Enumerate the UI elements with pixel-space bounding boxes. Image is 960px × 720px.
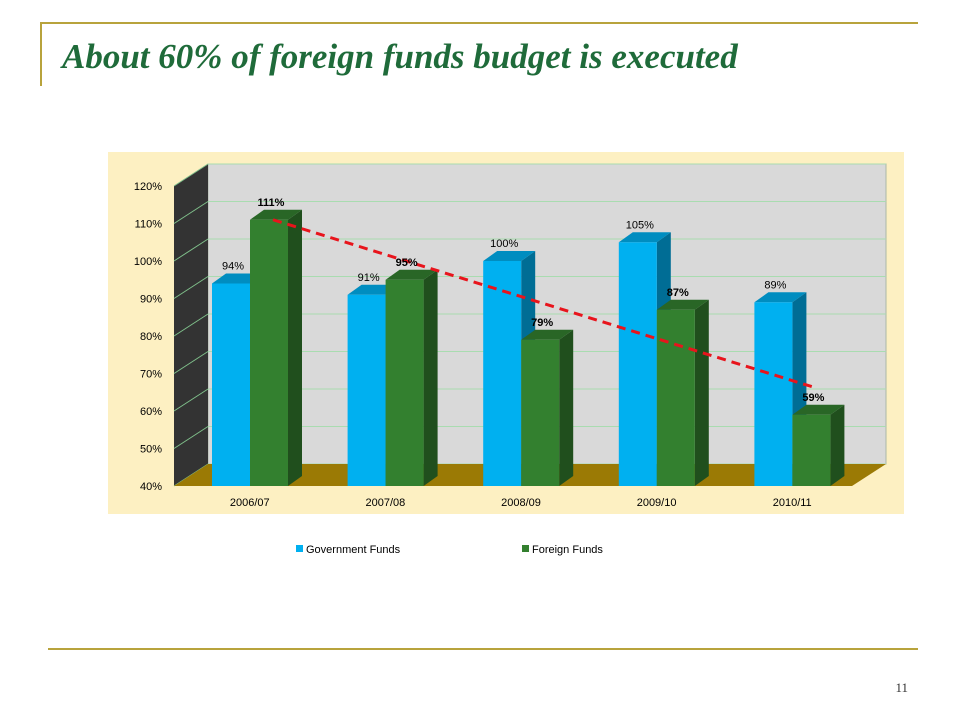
government-funds-data-label: 100%: [490, 238, 518, 250]
y-tick-label: 80%: [140, 331, 162, 343]
gridline-side: [173, 201, 209, 224]
x-tick-label: 2006/07: [230, 497, 270, 509]
foreign-funds-bar-side: [694, 299, 709, 486]
legend-government-funds-swatch: [296, 545, 303, 552]
gridline-side: [173, 276, 209, 299]
y-tick-label: 120%: [134, 181, 162, 193]
government-funds-bar: [618, 242, 657, 486]
foreign-funds-data-label: 59%: [802, 392, 824, 404]
gridline-side: [173, 351, 209, 374]
government-funds-bar: [754, 302, 793, 486]
government-funds-bar: [212, 283, 250, 486]
foreign-funds-bar: [656, 309, 695, 486]
government-funds-data-label: 89%: [764, 279, 786, 291]
slide-number: 11: [895, 680, 908, 695]
foreign-funds-bar-top: [521, 329, 574, 340]
government-funds-bar-top: [618, 232, 671, 243]
x-tick-label: 2008/09: [501, 497, 541, 509]
foreign-funds-data-label: 87%: [667, 287, 689, 299]
government-funds-bar-top: [483, 251, 536, 261]
x-tick-label: 2010/11: [773, 497, 812, 509]
government-funds-bar: [347, 294, 386, 486]
foreign-funds-bar: [521, 339, 560, 486]
top-accent-rule: [40, 22, 918, 24]
foreign-funds-bar: [792, 414, 831, 486]
foreign-funds-bar: [385, 279, 424, 486]
foreign-funds-bar-side: [559, 329, 574, 486]
foreign-funds-bar: [250, 219, 288, 486]
government-funds-data-label: 105%: [626, 219, 654, 231]
foreign-funds-bar-side: [288, 209, 302, 486]
legend-government-funds-label: Government Funds: [306, 544, 401, 556]
legend-foreign-funds-swatch: [522, 545, 529, 552]
bottom-accent-rule: [48, 648, 918, 650]
government-funds-bar-top: [754, 292, 807, 303]
y-tick-label: 70%: [140, 369, 162, 381]
gridline-side: [173, 238, 209, 262]
gridline-side: [173, 426, 209, 449]
foreign-funds-bar-side: [830, 404, 845, 486]
foreign-funds-data-label: 111%: [258, 197, 285, 209]
slide-title: About 60% of foreign funds budget is exe…: [62, 37, 738, 76]
y-tick-label: 90%: [140, 294, 162, 306]
left-accent-rule: [40, 22, 42, 86]
foreign-funds-bar-side: [423, 269, 438, 486]
gridline-side: [173, 313, 209, 337]
gridline-side: [173, 388, 209, 412]
y-tick-label: 50%: [140, 444, 162, 456]
x-tick-label: 2009/10: [637, 497, 677, 509]
legend-foreign-funds-label: Foreign Funds: [532, 544, 603, 556]
y-tick-label: 40%: [140, 481, 162, 493]
gridline-side: [173, 163, 209, 187]
foreign-funds-bar-top: [385, 269, 438, 280]
government-funds-data-label: 91%: [358, 272, 380, 284]
x-tick-label: 2007/08: [366, 497, 406, 509]
foreign-funds-data-label: 95%: [396, 257, 418, 269]
government-funds-data-label: 94%: [222, 261, 244, 273]
government-funds-bar: [483, 261, 522, 486]
y-tick-label: 110%: [135, 219, 163, 231]
foreign-funds-trendline: [272, 218, 816, 390]
foreign-funds-bar-top: [792, 404, 845, 415]
foreign-funds-bar-top: [250, 209, 302, 220]
y-tick-label: 100%: [134, 256, 162, 268]
foreign-funds-bar-top: [656, 299, 709, 310]
y-tick-label: 60%: [140, 406, 162, 418]
foreign-funds-data-label: 79%: [531, 317, 553, 329]
